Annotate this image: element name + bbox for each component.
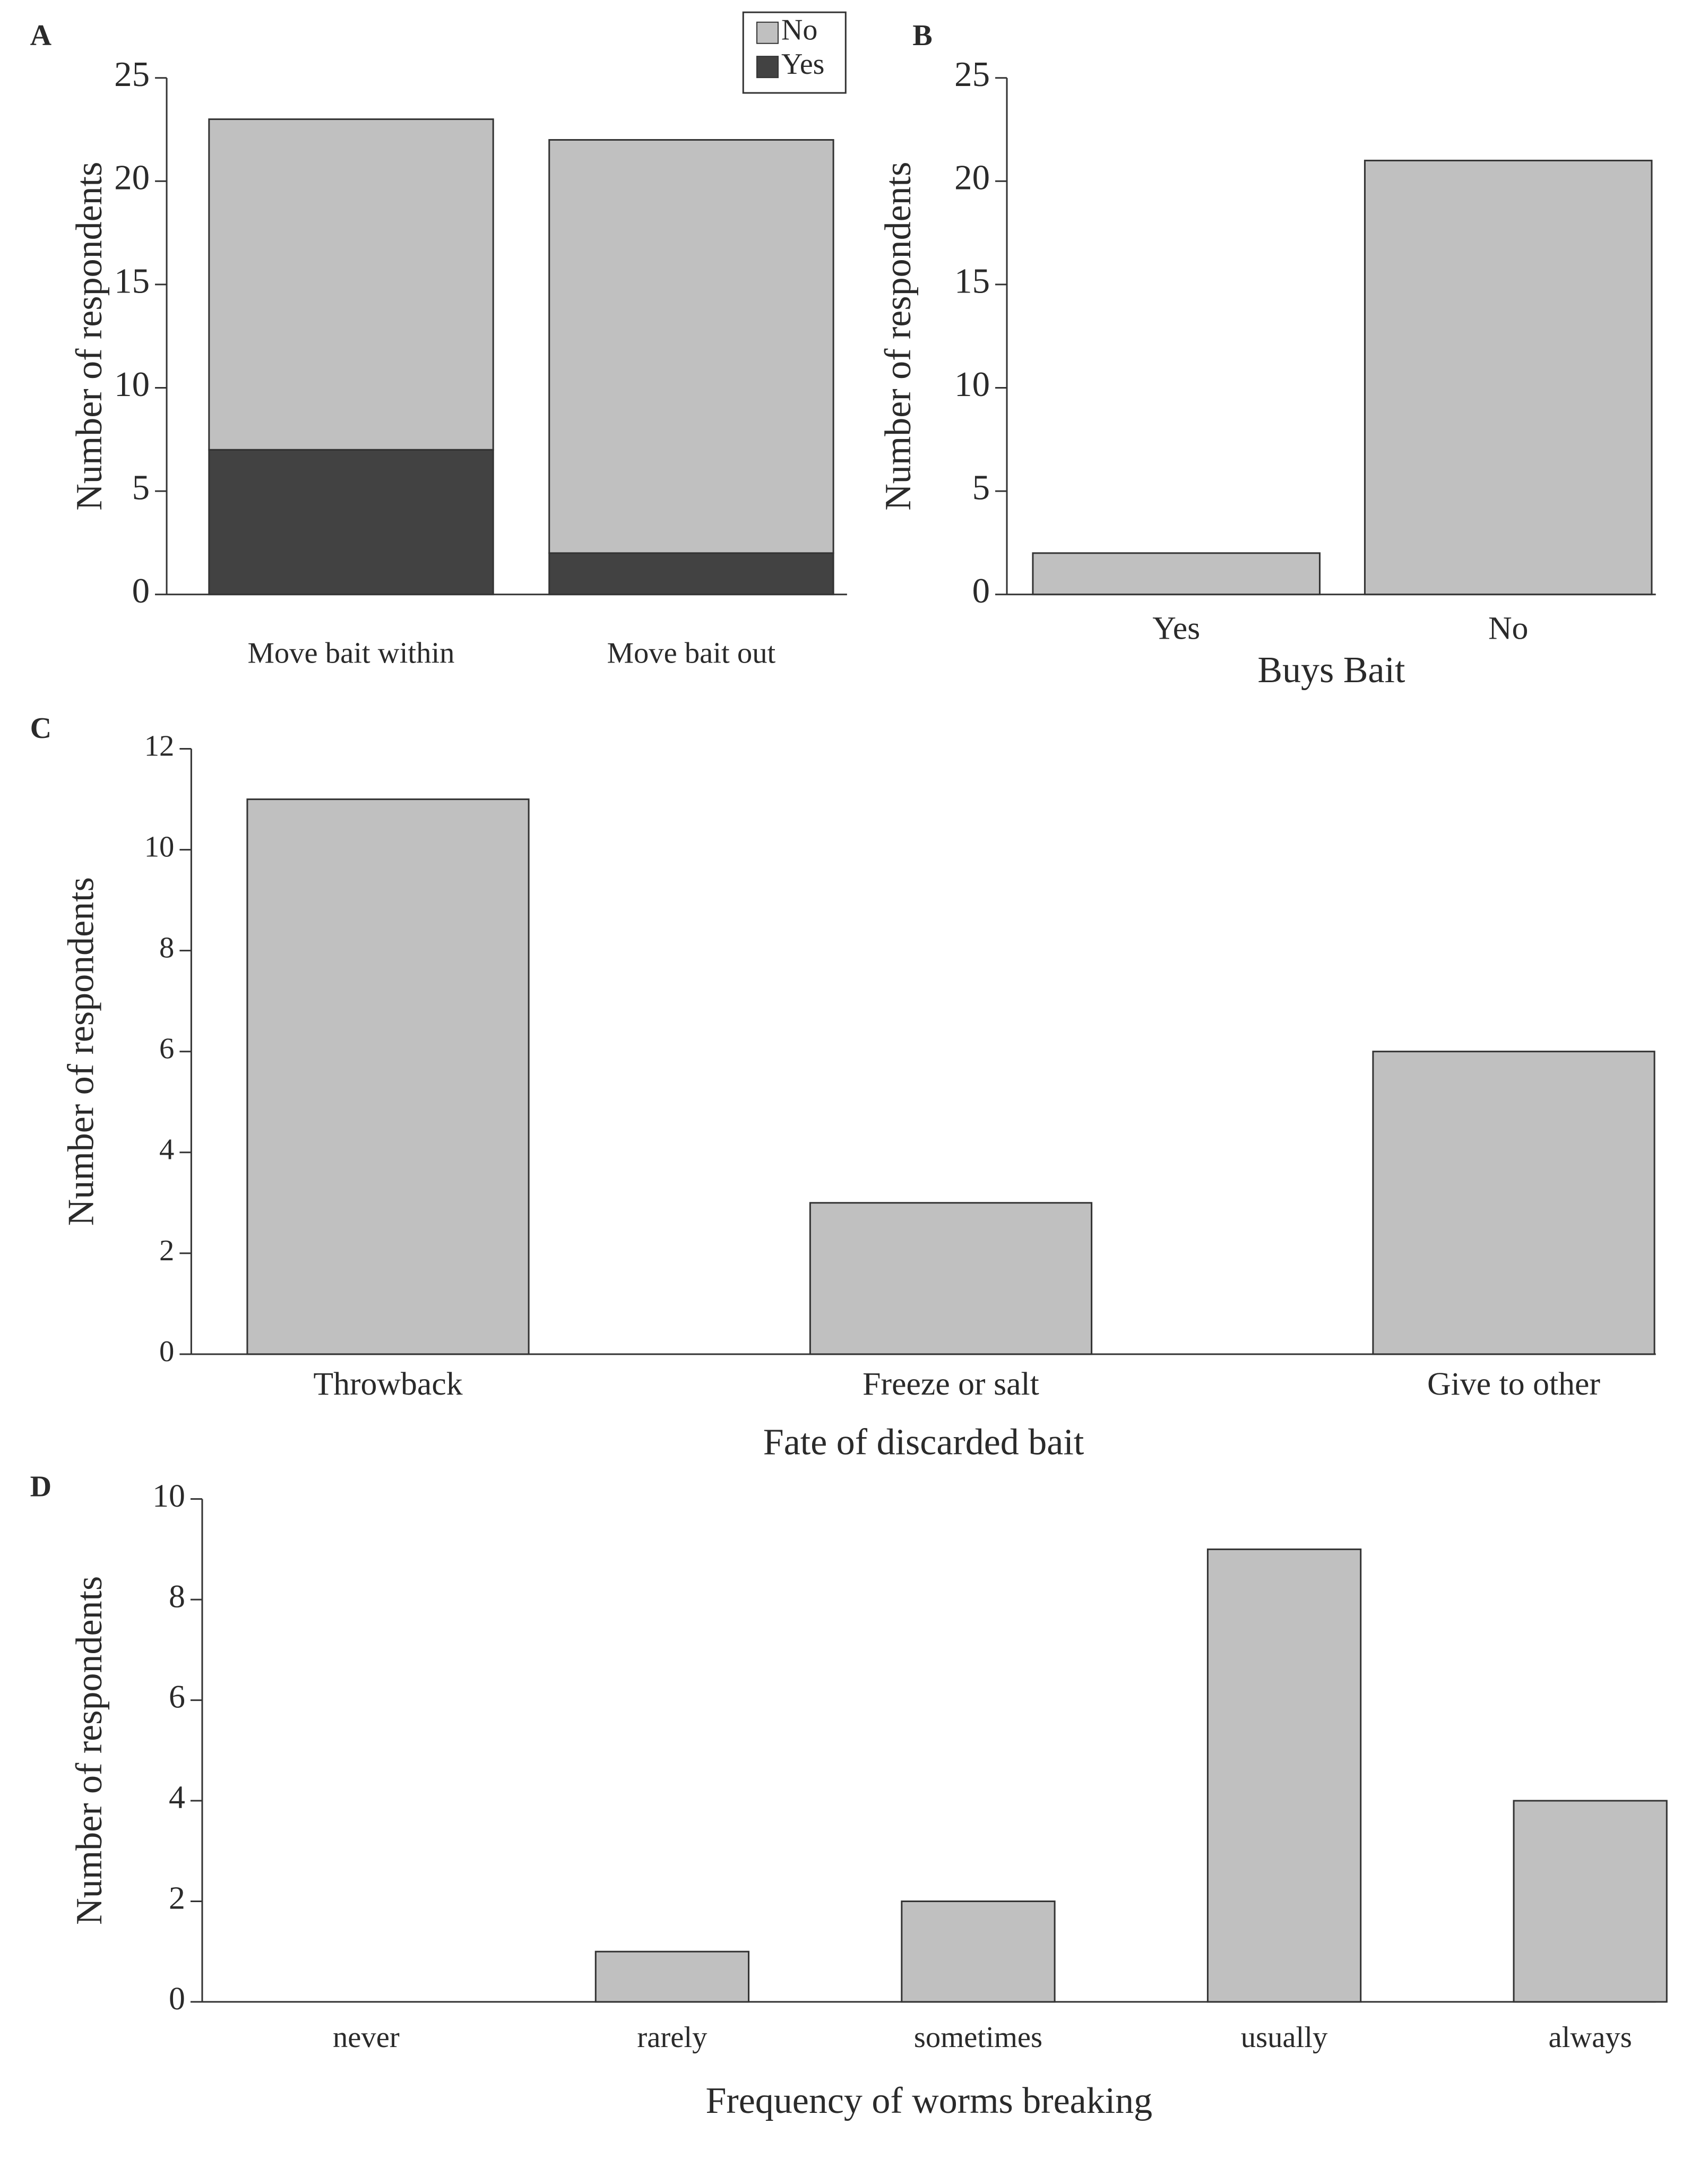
y-axis-title: Number of respondents — [61, 877, 102, 1226]
bar-segment — [208, 449, 494, 596]
legend-box — [742, 11, 847, 94]
y-tick-label: 6 — [169, 1679, 185, 1715]
y-tick-label: 25 — [114, 55, 150, 94]
x-tick-label: Give to other — [1427, 1366, 1600, 1402]
y-tick-label: 4 — [169, 1779, 185, 1816]
y-tick-label: 25 — [954, 55, 990, 94]
y-tick-label: 5 — [132, 468, 150, 507]
y-tick-label: 2 — [159, 1234, 174, 1267]
y-tick-label: 12 — [144, 730, 175, 763]
y-tick-label: 10 — [144, 831, 175, 864]
x-axis-title: Buys Bait — [1257, 650, 1405, 691]
panel-label: C — [30, 712, 51, 745]
bar — [594, 1950, 750, 2003]
bar — [1364, 159, 1653, 596]
y-tick-label: 8 — [169, 1578, 185, 1614]
x-tick-label: usually — [1241, 2021, 1328, 2054]
y-tick-label: 0 — [972, 571, 990, 611]
panel-label: D — [30, 1471, 51, 1503]
bar-segment — [548, 552, 834, 596]
y-tick-label: 10 — [152, 1478, 185, 1514]
x-axis-title: Fate of discarded bait — [763, 1422, 1084, 1463]
y-tick-label: 15 — [954, 261, 990, 300]
y-tick-label: 4 — [159, 1133, 174, 1166]
y-axis-title: Number of respondents — [878, 162, 919, 511]
bar — [246, 798, 530, 1355]
y-tick-label: 2 — [169, 1880, 185, 1916]
x-tick-label: No — [1488, 610, 1529, 646]
x-tick-label: rarely — [637, 2021, 708, 2054]
bar-segment — [548, 139, 834, 554]
x-tick-label: Yes — [1152, 610, 1200, 646]
legend-label: No — [781, 14, 817, 47]
legend-swatch — [756, 56, 779, 79]
y-tick-label: 0 — [159, 1335, 174, 1368]
bar — [901, 1900, 1056, 2003]
y-tick-label: 20 — [114, 158, 150, 197]
bar — [809, 1202, 1093, 1355]
x-tick-label: never — [333, 2021, 400, 2054]
y-tick-label: 0 — [132, 571, 150, 611]
legend-swatch — [756, 21, 779, 44]
x-tick-label: always — [1549, 2021, 1632, 2054]
bar-segment — [208, 118, 494, 451]
y-tick-label: 15 — [114, 261, 150, 300]
x-tick-label: Move bait out — [607, 637, 776, 670]
x-tick-label: Freeze or salt — [862, 1366, 1039, 1402]
legend-label: Yes — [781, 48, 824, 81]
y-tick-label: 6 — [159, 1033, 174, 1065]
y-tick-label: 8 — [159, 932, 174, 965]
bar — [1513, 1800, 1668, 2003]
y-axis-title: Number of respondents — [69, 1576, 110, 1925]
y-tick-label: 5 — [972, 468, 990, 507]
y-tick-label: 10 — [954, 365, 990, 404]
bar — [1032, 552, 1321, 596]
panel-label: A — [30, 19, 52, 52]
x-axis-title: Frequency of worms breaking — [705, 2080, 1152, 2121]
x-tick-label: sometimes — [914, 2021, 1042, 2054]
x-tick-label: Move bait within — [248, 637, 455, 670]
y-tick-label: 10 — [114, 365, 150, 404]
x-tick-label: Throwback — [313, 1366, 462, 1402]
y-tick-label: 0 — [169, 1981, 185, 2017]
y-tick-label: 20 — [954, 158, 990, 197]
bar — [1372, 1051, 1655, 1355]
y-axis-title: Number of respondents — [69, 162, 110, 511]
panel-label: B — [912, 19, 932, 52]
bar — [1206, 1548, 1362, 2003]
